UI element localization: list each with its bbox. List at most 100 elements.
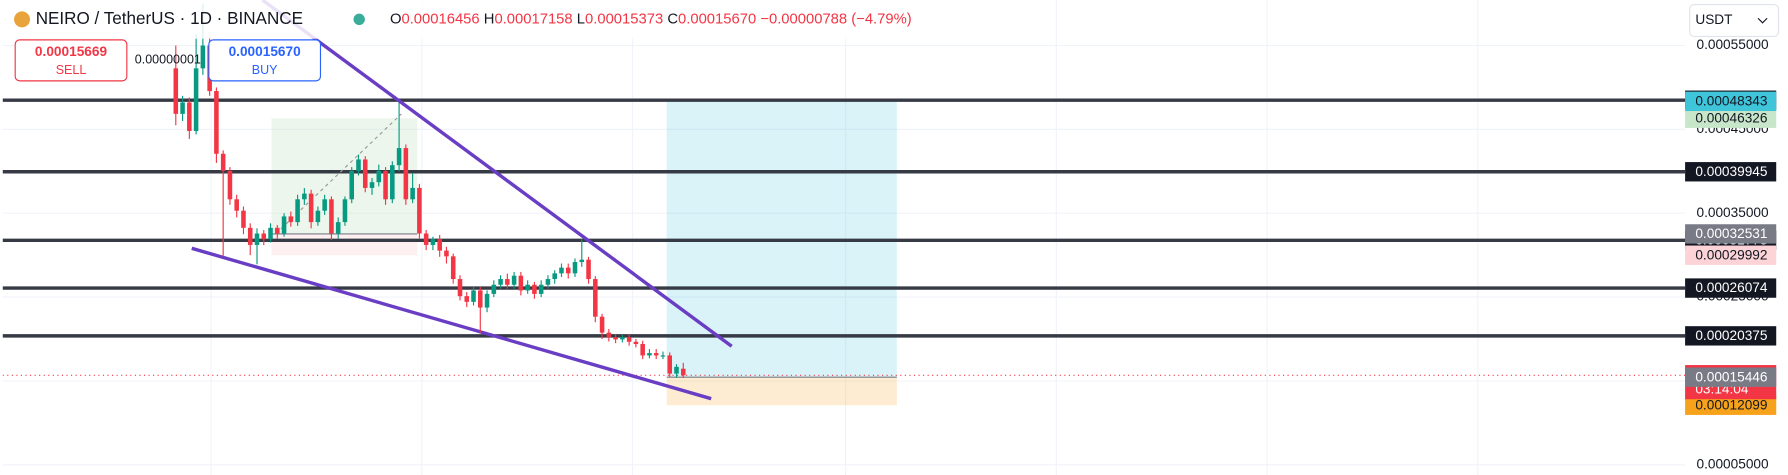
candle-body [613,337,618,340]
buy-price: 0.00015670 [229,44,302,59]
candle-body [586,259,591,280]
candle-body [437,239,442,251]
currency-select[interactable] [1689,3,1780,38]
candle-body [640,344,645,356]
ohlc-value: 0.00015670 [678,11,756,27]
ohlc-value: 0.00016456 [401,11,479,27]
buy-label: BUY [252,63,278,77]
candle-body [403,148,409,200]
candle-body [680,368,686,376]
level-badge [1685,326,1777,346]
candle-body [410,187,415,200]
levels [2,98,1686,376]
candle-body [444,250,449,257]
candle-body [187,102,192,131]
candle-body [308,193,314,223]
candle-body [335,222,341,234]
candle-body [674,366,679,374]
ohlc-label: L [577,11,585,27]
candle-body [484,293,490,308]
candle-body [417,187,422,234]
candle-body [369,182,375,188]
candle-body [173,68,179,114]
entry-badge-label: 0.00015446 [1695,369,1767,384]
buy-button[interactable] [208,39,322,82]
candle-body [261,233,267,240]
candle-body [545,279,551,285]
ohlc: O0.00016456 H0.00017158 L0.00015373 C0.0… [390,11,912,27]
target-badge [1685,91,1777,112]
candle-body [220,153,226,171]
candle-body [626,337,632,342]
level-badge [1685,278,1777,298]
candle-body [505,279,510,285]
candle-body [281,216,287,234]
symbol[interactable]: NEIRO / TetherUS · 1D · BINANCE [36,9,303,28]
candle-body [660,355,666,357]
chevron [1757,17,1768,24]
stop-badge-label: 0.00012099 [1695,397,1767,412]
candle-body [430,239,436,245]
candle-body [559,267,564,274]
candle-body [667,355,673,374]
y-tick-label: 0.00035000 [1696,205,1769,220]
candle-body [606,332,612,338]
candle-body [241,210,246,228]
candle-body [572,262,578,274]
candle-body [349,170,355,200]
candle-body [288,216,294,223]
candle-body [423,233,429,245]
candle-body [552,273,557,280]
candles [173,3,686,378]
candle-body [376,170,382,183]
candle-body [633,341,639,345]
candle-body [362,159,368,188]
sell-button[interactable] [14,39,128,82]
candle-body [200,45,206,69]
candle-body [511,275,517,285]
candle-body [234,199,239,211]
stop-badge-label: 0.00029992 [1695,247,1767,262]
candle-body [525,284,530,291]
ohlc-value: 0.00015373 [585,11,663,27]
candle-body [491,284,497,294]
candle-body [464,296,470,302]
trendline [191,246,712,401]
stop-zone [271,233,418,256]
candle-body [396,148,402,166]
y-tick-label: 0.00055000 [1696,37,1769,52]
ohlc-label: C [667,11,678,27]
candle-body [227,170,233,200]
stop-badge [1685,395,1777,415]
candle-body [315,210,321,223]
candle-body [518,275,524,291]
stop-badge [1685,245,1777,265]
candle-body [180,102,185,114]
trendline [261,0,733,348]
candle-body [620,337,625,340]
ohlc-value: 0.00017158 [494,11,572,27]
candle-body [214,91,219,154]
ohlc-label: O [390,11,402,27]
candle-body [450,256,456,280]
candle-body [356,159,361,171]
sell-price: 0.00015669 [35,44,108,59]
sell-label: SELL [56,63,87,77]
candle-body [532,284,537,294]
ohlc-label: H [484,11,495,27]
candle-body [322,199,327,211]
level-badge-label: 0.00039945 [1695,164,1768,179]
candle-body [593,279,598,317]
target-badge [1685,108,1777,128]
candle-body [579,259,585,263]
candle-body [268,227,273,240]
target-badge-label: 0.00048343 [1695,94,1767,109]
candle-body [254,233,260,245]
candle-body [478,290,483,308]
candle-body [599,316,605,333]
currency: USDT [1695,12,1733,27]
status-dot [353,13,365,26]
candle-body [302,193,307,200]
